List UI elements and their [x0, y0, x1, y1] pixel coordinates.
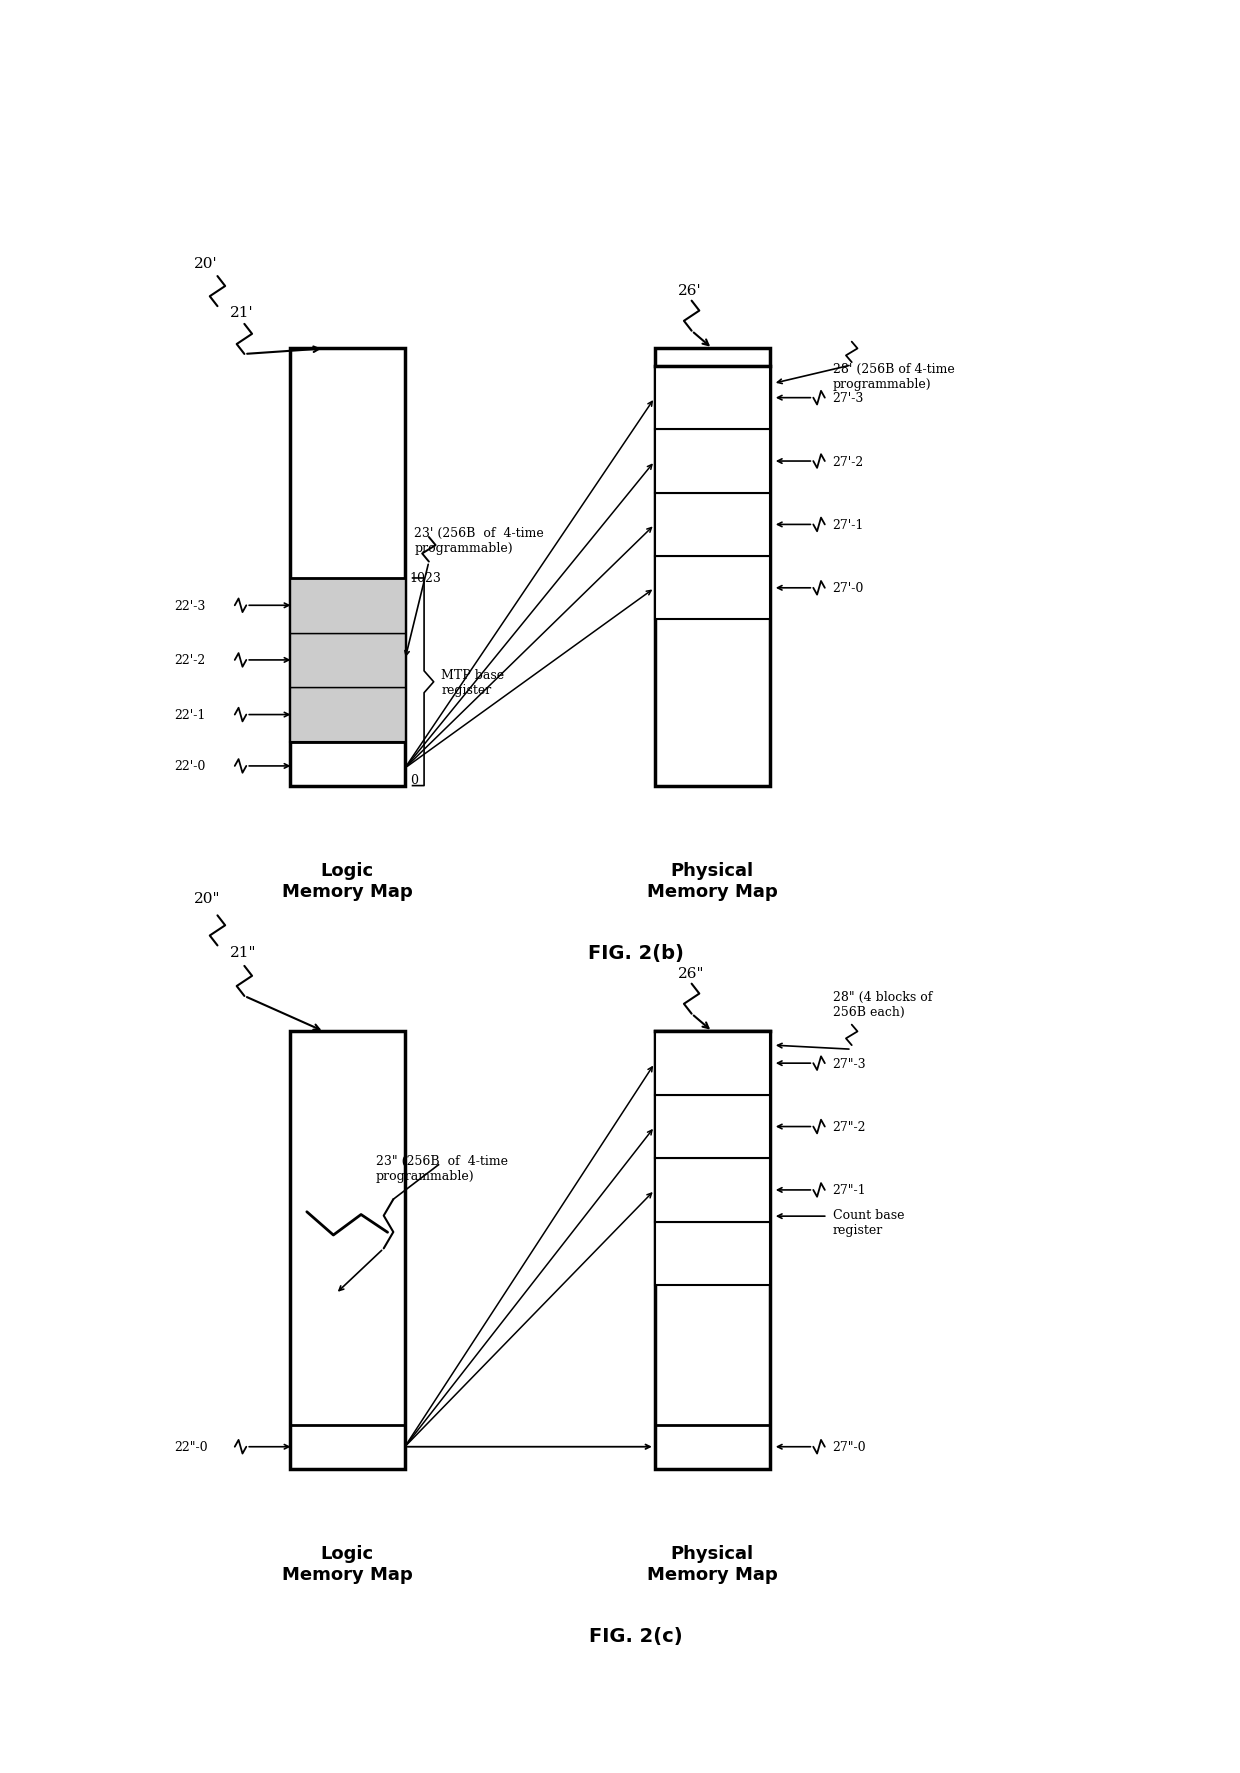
Bar — [655, 1032, 770, 1468]
Bar — [655, 493, 770, 557]
Text: Physical
Memory Map: Physical Memory Map — [647, 862, 777, 901]
Text: FIG. 2(c): FIG. 2(c) — [589, 1626, 682, 1645]
Bar — [290, 1032, 404, 1468]
Text: 27'-0: 27'-0 — [832, 582, 864, 596]
Text: Count base
register: Count base register — [832, 1207, 904, 1236]
Text: 27"-2: 27"-2 — [832, 1121, 866, 1133]
Text: 27'-1: 27'-1 — [832, 519, 864, 532]
Text: 22'-2: 22'-2 — [174, 654, 206, 667]
Text: 28' (256B of 4-time
programmable): 28' (256B of 4-time programmable) — [832, 363, 955, 390]
Text: 22'-3: 22'-3 — [174, 599, 206, 612]
Text: 22"-0: 22"-0 — [174, 1440, 208, 1454]
Text: 27'-2: 27'-2 — [832, 456, 864, 468]
Bar — [655, 1096, 770, 1158]
Bar — [655, 431, 770, 493]
Text: Physical
Memory Map: Physical Memory Map — [647, 1544, 777, 1583]
Text: 0: 0 — [409, 773, 418, 785]
Text: 20": 20" — [193, 892, 219, 906]
Bar — [290, 688, 404, 743]
Text: 22'-0: 22'-0 — [174, 761, 206, 773]
Text: 28" (4 blocks of
256B each): 28" (4 blocks of 256B each) — [832, 991, 932, 1018]
Bar — [290, 578, 404, 633]
Text: 21": 21" — [229, 945, 257, 959]
Bar — [655, 1222, 770, 1285]
Text: Logic
Memory Map: Logic Memory Map — [281, 1544, 413, 1583]
Text: Logic
Memory Map: Logic Memory Map — [281, 862, 413, 901]
Text: FIG. 2(b): FIG. 2(b) — [588, 943, 683, 963]
Text: 23" (256B  of  4-time
programmable): 23" (256B of 4-time programmable) — [376, 1154, 508, 1183]
Text: 21': 21' — [229, 305, 254, 319]
Text: 26': 26' — [678, 284, 702, 298]
Text: 22'-1: 22'-1 — [174, 709, 206, 722]
Text: MTP base
register: MTP base register — [441, 668, 505, 697]
Text: 27"-3: 27"-3 — [832, 1057, 866, 1071]
Bar — [655, 367, 770, 431]
Text: 27"-1: 27"-1 — [832, 1184, 866, 1197]
Bar — [290, 349, 404, 785]
Bar — [655, 1032, 770, 1096]
Text: 1023: 1023 — [409, 573, 441, 585]
Bar — [655, 557, 770, 621]
Text: 27"-0: 27"-0 — [832, 1440, 866, 1454]
Bar — [290, 633, 404, 688]
Bar — [655, 349, 770, 785]
Text: 27'-3: 27'-3 — [832, 392, 864, 404]
Bar — [655, 1158, 770, 1222]
Text: 23' (256B  of  4-time
programmable): 23' (256B of 4-time programmable) — [414, 527, 544, 555]
Text: 20': 20' — [193, 257, 217, 269]
Text: 26": 26" — [678, 966, 704, 980]
